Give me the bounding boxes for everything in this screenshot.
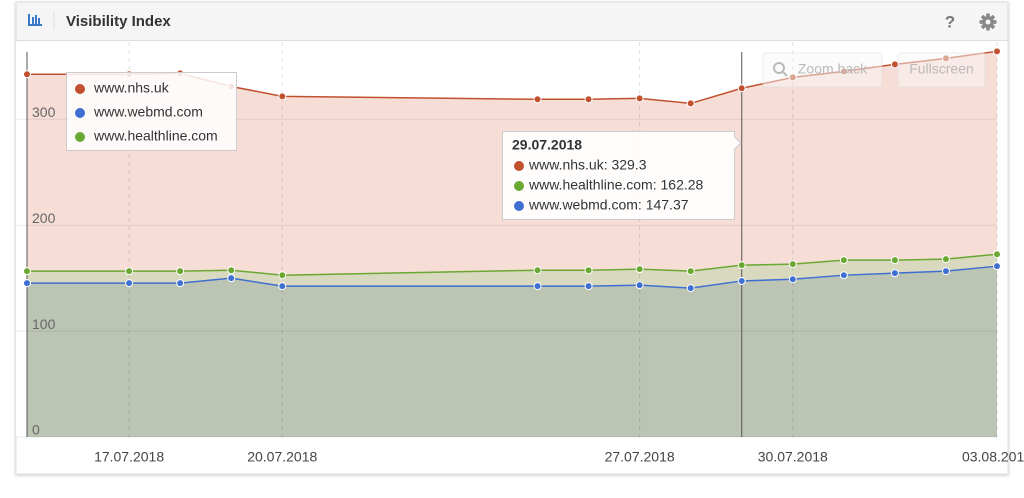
point[interactable]: [227, 274, 236, 283]
fullscreen-button[interactable]: [897, 52, 986, 88]
point[interactable]: [788, 275, 797, 284]
tooltip-marker: [514, 161, 524, 171]
header-bg: [16, 2, 1008, 41]
point[interactable]: [941, 267, 950, 276]
zoom-back-button[interactable]: [762, 52, 883, 88]
legend-box: [66, 72, 237, 151]
point[interactable]: [176, 267, 185, 276]
point[interactable]: [993, 262, 1001, 271]
point[interactable]: [890, 256, 899, 265]
point[interactable]: [584, 266, 593, 275]
y-tick-label: 0: [32, 422, 40, 438]
point[interactable]: [737, 261, 746, 270]
point[interactable]: [686, 267, 695, 276]
tooltip-line: www.nhs.uk: 329.3: [528, 157, 647, 173]
point[interactable]: [635, 281, 644, 290]
help-button[interactable]: ?: [945, 12, 955, 31]
point[interactable]: [737, 276, 746, 285]
tooltip-line: www.webmd.com: 147.37: [528, 197, 689, 213]
legend-marker[interactable]: [75, 84, 85, 94]
legend-marker[interactable]: [75, 132, 85, 142]
point[interactable]: [686, 99, 695, 108]
area: [27, 266, 997, 437]
tooltip-marker: [514, 181, 524, 191]
point[interactable]: [125, 279, 134, 288]
point[interactable]: [278, 92, 287, 101]
point[interactable]: [890, 60, 899, 69]
tooltip-title: 29.07.2018: [512, 137, 582, 153]
point[interactable]: [839, 271, 848, 280]
point[interactable]: [686, 284, 695, 293]
point[interactable]: [23, 267, 31, 276]
point[interactable]: [993, 47, 1001, 56]
x-tick-label: 30.07.2018: [758, 449, 828, 465]
legend: www.nhs.uk www.webmd.com www.healthline.co…: [66, 72, 237, 151]
point[interactable]: [533, 95, 542, 104]
point[interactable]: [635, 94, 644, 103]
legend-label[interactable]: www.nhs.uk: [93, 80, 170, 96]
point[interactable]: [23, 279, 31, 288]
x-tick-label: 03.08.2018: [962, 449, 1024, 465]
y-tick-label: 300: [32, 104, 56, 120]
point[interactable]: [125, 267, 134, 276]
zoom-back-button-label: Zoom back: [798, 61, 868, 77]
point[interactable]: [890, 269, 899, 278]
legend-marker[interactable]: [75, 108, 85, 118]
x-tick-label: 27.07.2018: [605, 449, 675, 465]
legend-label[interactable]: www.healthline.com: [93, 128, 218, 144]
header-title: Visibility Index: [66, 13, 171, 30]
point[interactable]: [635, 265, 644, 274]
point[interactable]: [533, 282, 542, 291]
point[interactable]: [584, 95, 593, 104]
tooltip-line: www.healthline.com: 162.28: [528, 177, 704, 193]
point[interactable]: [227, 266, 236, 275]
tooltip-marker: [514, 201, 524, 211]
zoom-icon: [782, 71, 788, 77]
point[interactable]: [176, 279, 185, 288]
fullscreen-button-label: Fullscreen: [909, 61, 974, 77]
x-tick-label: 17.07.2018: [94, 449, 164, 465]
point[interactable]: [737, 84, 746, 93]
y-tick-label: 100: [32, 316, 56, 332]
y-tick-label: 200: [32, 210, 56, 226]
point[interactable]: [941, 255, 950, 264]
point[interactable]: [278, 282, 287, 291]
point[interactable]: [23, 70, 31, 79]
legend-label[interactable]: www.webmd.com: [93, 104, 203, 120]
plot: 0 100 200 300 17.07.2018 20.07.2018 27.07.2018…: [16, 42, 1024, 465]
point[interactable]: [278, 271, 287, 280]
point[interactable]: [788, 260, 797, 269]
tooltip: 29.07.2018 www.nhs.uk: 329.3 www.healthlin…: [502, 131, 742, 220]
settings-button[interactable]: [979, 13, 997, 31]
point[interactable]: [993, 250, 1001, 259]
point[interactable]: [839, 256, 848, 265]
zoom-icon: [773, 62, 785, 74]
left-pad: [16, 42, 27, 437]
chart-icon: [28, 14, 42, 26]
point[interactable]: [533, 266, 542, 275]
x-tick-label: 20.07.2018: [247, 449, 317, 465]
point[interactable]: [584, 282, 593, 291]
tooltip-box: [502, 131, 742, 220]
